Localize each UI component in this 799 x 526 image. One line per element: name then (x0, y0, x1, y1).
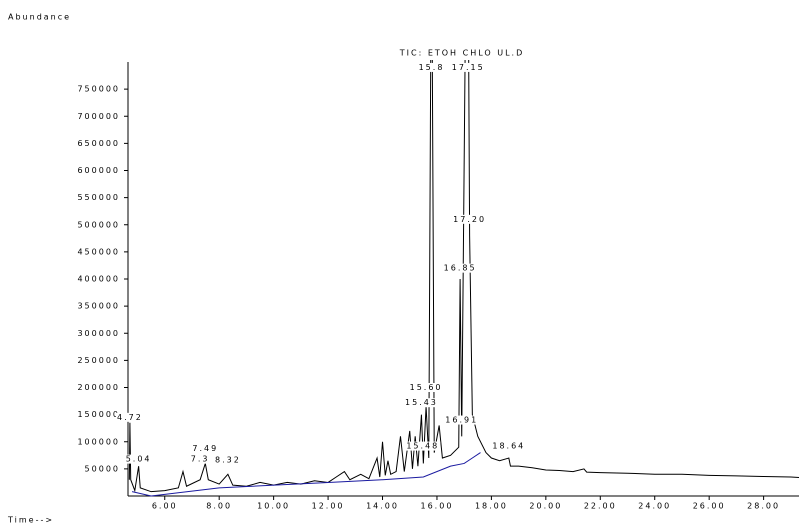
y-tick-label: 500000 (77, 220, 120, 229)
x-tick-label: 12.00 (312, 502, 345, 511)
x-tick-label: 28.00 (747, 502, 780, 511)
peak-label: 7.49 (192, 444, 218, 453)
peak-label: 17.20 (453, 215, 486, 224)
y-tick-label: 550000 (77, 193, 120, 202)
x-tick-label: 18.00 (475, 502, 508, 511)
peak-label: 7.3 (191, 455, 210, 464)
chart-title: TIC: ETOH CHLO UL.D (399, 49, 525, 58)
peak-label: 18.64 (492, 442, 525, 451)
y-tick-label: 600000 (77, 166, 120, 175)
y-tick-label: 250000 (77, 356, 120, 365)
x-tick-label: 26.00 (693, 502, 726, 511)
peak-label-bg (115, 412, 144, 422)
x-tick-label: 8.00 (206, 502, 232, 511)
peak-label-bg (452, 214, 488, 224)
y-axis-label: Abundance (8, 13, 71, 22)
plot-area (128, 60, 799, 497)
y-tick-label: 200000 (77, 383, 120, 392)
peak-label-bg (442, 263, 478, 273)
x-tick-label: 22.00 (584, 502, 617, 511)
y-tick-label: 150000 (77, 410, 120, 419)
x-tick-label: 6.00 (152, 502, 178, 511)
baseline-line (131, 452, 481, 497)
peak-label-bg (417, 62, 446, 72)
peak-label: 16.91 (445, 416, 478, 425)
y-tick-label: 300000 (77, 329, 120, 338)
peak-label: 15.48 (406, 442, 439, 451)
y-tick-label: 750000 (77, 85, 120, 94)
peak-label-bg (191, 443, 220, 453)
peak-label: 15.43 (405, 398, 438, 407)
y-tick-label: 450000 (77, 247, 120, 256)
peak-label-bg (124, 454, 153, 464)
peak-label: 15.60 (410, 383, 443, 392)
y-tick-label: 350000 (77, 302, 120, 311)
peak-label-bg (189, 454, 211, 464)
y-tick-label: 100000 (77, 437, 120, 446)
x-tick-label: 14.00 (366, 502, 399, 511)
y-tick-label: 50000 (85, 464, 120, 473)
peak-label-bg (491, 441, 527, 451)
x-tick-label: 20.00 (529, 502, 562, 511)
peak-label: 16.85 (444, 264, 477, 273)
peak-label: 4.72 (117, 413, 143, 422)
x-tick-label: 16.00 (421, 502, 454, 511)
peak-label: 8.32 (215, 456, 241, 465)
y-tick-label: 650000 (77, 139, 120, 148)
y-tick-label: 700000 (77, 112, 120, 121)
x-axis-label: Time--> (7, 516, 54, 525)
trace-line (128, 60, 799, 493)
peak-label: 5.04 (126, 455, 152, 464)
peak-label: 15.8 (419, 63, 445, 72)
x-tick-label: 10.00 (257, 502, 290, 511)
peak-label-bg (408, 383, 444, 392)
peak-label-bg (213, 455, 242, 465)
x-tick-label: 24.00 (638, 502, 671, 511)
peak-label-bg (405, 441, 441, 451)
peak-label: 17.15 (452, 63, 485, 72)
peak-label-bg (450, 62, 486, 72)
y-tick-label: 400000 (77, 275, 120, 284)
peak-label-bg (403, 398, 439, 408)
peak-label-bg (444, 415, 480, 425)
